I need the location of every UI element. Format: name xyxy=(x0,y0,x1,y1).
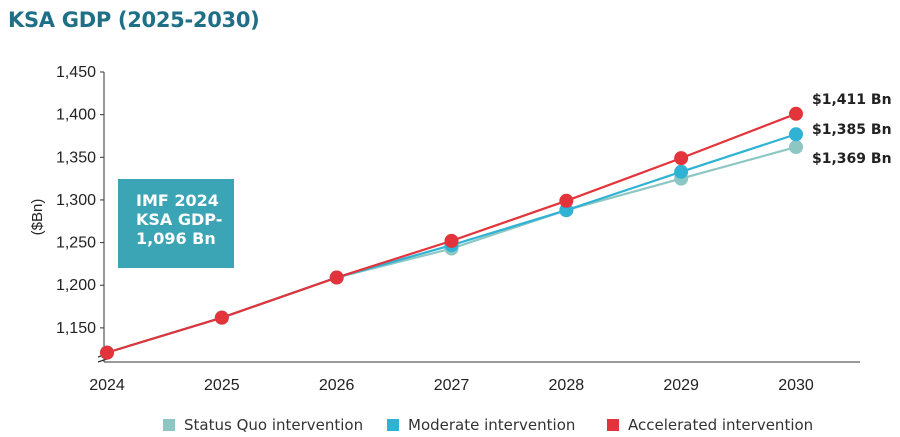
data-point-accelerated xyxy=(329,270,344,285)
legend-item-status-quo: Status Quo intervention xyxy=(163,416,363,434)
data-point-accelerated xyxy=(444,233,459,248)
x-tick-label: 2026 xyxy=(319,377,355,394)
data-point-accelerated xyxy=(214,310,229,325)
legend-swatch-accelerated xyxy=(607,419,619,431)
end-value-label-status_quo: $1,369 Bn xyxy=(812,151,892,167)
data-point-status_quo xyxy=(789,140,803,155)
end-value-label-moderate: $1,385 Bn xyxy=(812,122,892,138)
data-point-moderate xyxy=(674,164,689,179)
y-tick-label: 1,200 xyxy=(56,277,96,294)
chart-title: KSA GDP (2025-2030) xyxy=(8,8,260,32)
y-tick-label: 1,450 xyxy=(56,64,96,81)
data-point-accelerated xyxy=(789,106,803,121)
data-point-accelerated xyxy=(674,151,689,166)
y-axis-label: ($Bn) xyxy=(29,199,46,236)
x-tick-label: 2025 xyxy=(204,377,240,394)
x-tick-label: 2029 xyxy=(663,377,699,394)
data-point-accelerated xyxy=(100,345,114,360)
chart-legend: Status Quo intervention Moderate interve… xyxy=(0,416,900,436)
legend-swatch-status-quo xyxy=(163,419,175,431)
y-tick-label: 1,250 xyxy=(56,235,96,252)
x-tick-label: 2024 xyxy=(89,377,125,394)
y-tick-label: 1,400 xyxy=(56,107,96,124)
x-tick-label: 2028 xyxy=(549,377,585,394)
y-tick-label: 1,150 xyxy=(56,320,96,337)
y-tick-label: 1,300 xyxy=(56,192,96,209)
legend-item-accelerated: Accelerated intervention xyxy=(607,416,813,434)
legend-label-status-quo: Status Quo intervention xyxy=(184,416,364,434)
data-point-moderate xyxy=(789,127,803,142)
legend-label-accelerated: Accelerated intervention xyxy=(628,416,814,434)
imf-note-line-3: 1,096 Bn xyxy=(136,229,216,248)
legend-item-moderate: Moderate intervention xyxy=(387,416,575,434)
imf-note-line-2: KSA GDP- xyxy=(136,210,223,229)
end-value-label-accelerated: $1,411 Bn xyxy=(812,92,892,108)
x-tick-label: 2027 xyxy=(434,377,470,394)
data-point-accelerated xyxy=(559,193,574,208)
x-tick-label: 2030 xyxy=(778,377,814,394)
imf-note-line-1: IMF 2024 xyxy=(136,191,219,210)
legend-swatch-moderate xyxy=(387,419,399,431)
y-tick-label: 1,350 xyxy=(56,149,96,166)
imf-note-box: IMF 2024 KSA GDP- 1,096 Bn xyxy=(118,179,234,268)
legend-label-moderate: Moderate intervention xyxy=(408,416,576,434)
